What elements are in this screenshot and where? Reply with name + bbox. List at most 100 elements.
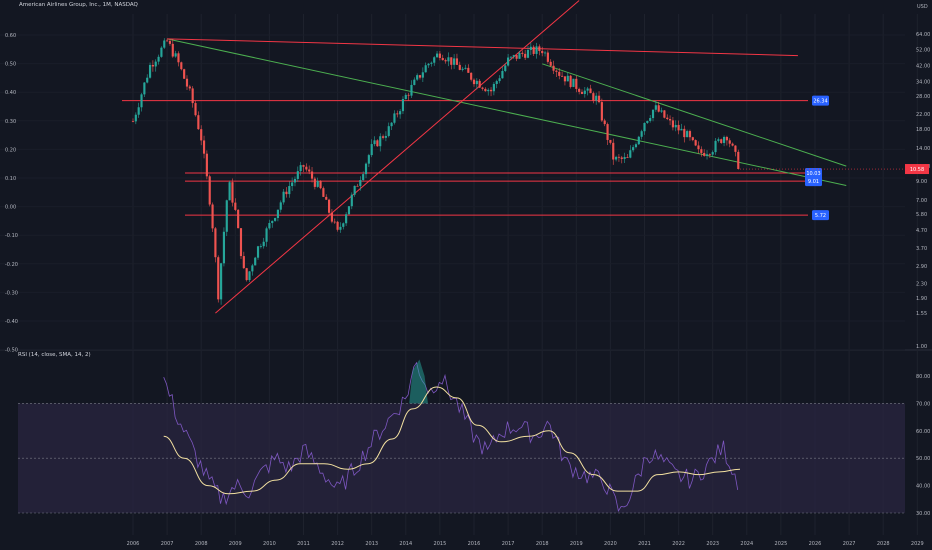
candle-body <box>245 268 248 281</box>
candle-body <box>418 75 422 78</box>
candle-body <box>615 156 618 160</box>
candle-body <box>251 265 254 272</box>
candle-body <box>143 82 146 95</box>
candle-body <box>660 110 663 112</box>
candle-body <box>197 115 200 130</box>
candle-body <box>651 109 655 119</box>
candle-body <box>472 79 476 85</box>
candle-body <box>327 199 331 213</box>
candle-body <box>373 140 376 145</box>
candle-body <box>353 185 356 195</box>
candle-body <box>711 152 714 155</box>
right-axis-label: 34.00 <box>916 79 930 85</box>
candle-body <box>401 99 405 112</box>
candle-body <box>737 151 740 169</box>
candle-body <box>381 136 385 138</box>
candle-body <box>688 131 692 138</box>
candle-body <box>379 136 382 147</box>
candle-body <box>646 120 649 123</box>
candle-body <box>282 191 285 203</box>
candle-body <box>160 47 163 57</box>
candle-body <box>586 88 589 91</box>
candle-body <box>526 49 530 58</box>
candle-body <box>697 145 700 150</box>
candle-body <box>595 95 598 101</box>
axes: 2006 2007 2008 2009 2010 2011 2012 2013 2014 2015… <box>5 32 930 547</box>
candle-body <box>228 182 231 201</box>
right-axis-label: 22.00 <box>916 112 930 118</box>
candle-body <box>498 78 501 82</box>
x-tick-label: 2015 <box>434 541 447 547</box>
currency-label: USD <box>917 4 928 10</box>
candle-body <box>461 68 464 70</box>
x-tick-label: 2008 <box>195 541 208 547</box>
candle-body <box>637 136 640 145</box>
candle-body <box>433 57 436 63</box>
candle-body <box>336 221 339 230</box>
right-axis-label: 2.30 <box>916 282 927 288</box>
candle-body <box>302 165 305 167</box>
right-axis-label: 1.00 <box>916 344 927 350</box>
candle-body <box>518 52 521 59</box>
candle-body <box>248 271 251 281</box>
candle-body <box>157 56 160 62</box>
right-axis-label: 42.00 <box>916 64 930 70</box>
left-axis-label: 0.60 <box>5 33 16 39</box>
candle-body <box>447 57 450 62</box>
current-price-text: 10.58 <box>910 167 924 173</box>
candle-body <box>220 263 223 300</box>
candle-body <box>612 142 615 160</box>
candle-body <box>421 72 424 78</box>
trendline <box>166 38 847 186</box>
candle-body <box>632 147 635 151</box>
candle-body <box>140 94 143 108</box>
candle-body <box>583 90 586 94</box>
candle-body <box>504 65 507 71</box>
left-axis-label: -0.50 <box>5 348 18 354</box>
x-tick-label: 2029 <box>911 541 924 547</box>
rsi-indicator-title[interactable]: RSI (14, close, SMA, 14, 2) <box>18 352 91 358</box>
candle-body <box>362 174 365 181</box>
candle-body <box>211 204 214 229</box>
x-tick-label: 2016 <box>468 541 481 547</box>
candle-body <box>364 163 368 175</box>
candle-body <box>481 87 484 89</box>
chart-title: American Airlines Group, Inc., 1M, NASDA… <box>19 2 138 8</box>
candle-body <box>146 77 149 83</box>
candle-body <box>387 126 390 136</box>
left-axis-label: -0.10 <box>5 233 18 239</box>
candle-body <box>487 89 490 92</box>
candle-body <box>703 152 706 156</box>
price-label-text: 9.01 <box>808 179 819 185</box>
candle-body <box>620 157 623 159</box>
candle-body <box>580 91 584 94</box>
candle-body <box>720 139 723 143</box>
candle-body <box>313 178 316 187</box>
candle-body <box>458 64 461 70</box>
candle-body <box>470 72 473 80</box>
x-tick-label: 2025 <box>775 541 788 547</box>
candle-body <box>663 110 666 118</box>
candle-body <box>654 105 657 110</box>
candle-body <box>600 102 603 121</box>
candle-body <box>566 75 569 82</box>
candle-body <box>322 188 325 197</box>
right-axis-label: 1.55 <box>916 311 927 317</box>
candle-body <box>501 70 504 79</box>
candle-body <box>543 52 547 54</box>
candle-body <box>222 231 226 264</box>
candle-body <box>271 220 274 224</box>
trendline <box>167 38 798 57</box>
candle-body <box>399 111 402 115</box>
right-axis-label: 18.00 <box>916 127 930 133</box>
candle-body <box>714 140 717 153</box>
candle-body <box>643 122 646 132</box>
left-axis-label: 0.30 <box>5 119 16 125</box>
rsi-line <box>163 361 739 512</box>
candle-body <box>217 257 220 300</box>
x-tick-label: 2021 <box>638 541 651 547</box>
candle-body <box>407 94 410 96</box>
candle-body <box>191 88 194 104</box>
candle-body <box>305 166 308 170</box>
